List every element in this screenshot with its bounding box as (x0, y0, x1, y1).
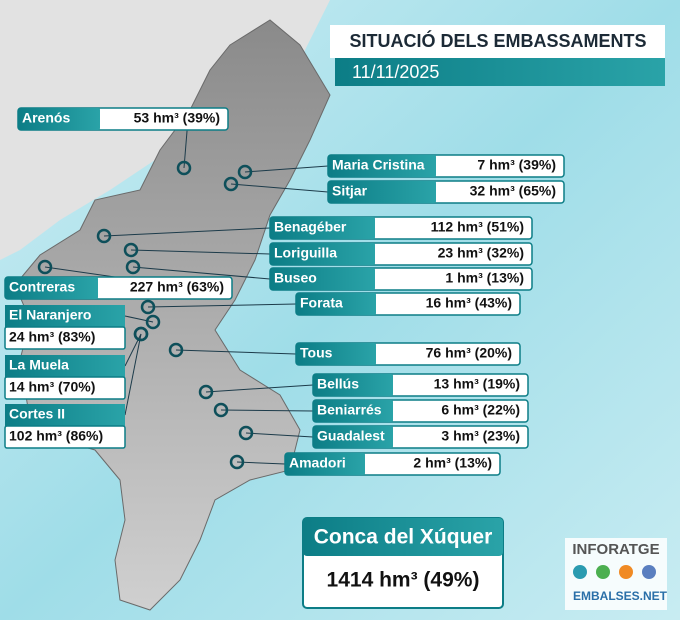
reservoir-value: 227 hm³ (63%) (130, 279, 224, 295)
reservoir-marker (223, 176, 239, 192)
leader-line (220, 409, 314, 412)
leader-line (236, 461, 286, 465)
total-name: Conca del Xúquer (314, 526, 493, 549)
name-box (270, 243, 375, 265)
reservoir-value: 24 hm³ (83%) (9, 329, 95, 345)
reservoir-value: 53 hm³ (39%) (134, 110, 220, 126)
date: 11/11/2025 (352, 62, 439, 82)
reservoir-marker (37, 259, 53, 275)
reservoir-value: 2 hm³ (13%) (413, 455, 492, 471)
leader-line (230, 183, 329, 193)
leader-line (244, 165, 329, 173)
name-box (313, 426, 393, 448)
reservoir-name: Benagéber (274, 219, 347, 235)
value-box (4, 376, 126, 400)
leader-line (205, 384, 314, 393)
logo-brand: INFORATGE (572, 541, 659, 558)
total-value: 1414 hm³ (49%) (327, 569, 480, 592)
leader-line (132, 266, 271, 280)
leader-line (245, 432, 314, 438)
reservoir-value: 6 hm³ (22%) (441, 402, 520, 418)
reservoir-value: 3 hm³ (23%) (441, 428, 520, 444)
reservoir-marker (123, 242, 139, 258)
reservoir-name: Beniarrés (317, 402, 382, 418)
name-box (270, 268, 375, 290)
name-box (5, 404, 125, 426)
reservoir-marker (229, 454, 245, 470)
name-box (328, 155, 436, 177)
leader-line (175, 349, 297, 355)
leader-line (147, 303, 297, 308)
logo-icon (619, 565, 633, 579)
name-box (296, 343, 376, 365)
name-box (270, 217, 375, 239)
reservoir-value: 1 hm³ (13%) (445, 270, 524, 286)
logo-site: EMBALSES.NET (573, 589, 668, 603)
logo-icon (596, 565, 610, 579)
value-box (4, 326, 126, 350)
reservoir-value: 112 hm³ (51%) (431, 219, 524, 235)
reservoir-value: 23 hm³ (32%) (438, 245, 524, 261)
reservoir-name: Amadori (289, 455, 346, 471)
reservoir-name: El Naranjero (9, 307, 91, 323)
name-box (328, 181, 436, 203)
reservoir-marker (198, 384, 214, 400)
total-header (303, 518, 503, 556)
name-box (296, 293, 376, 315)
reservoir-name: Cortes II (9, 406, 65, 422)
reservoir-marker (145, 314, 161, 330)
reservoir-marker (133, 326, 149, 342)
name-box (5, 355, 125, 377)
name-box (5, 305, 125, 327)
reservoir-value: 76 hm³ (20%) (426, 345, 512, 361)
reservoir-name: Maria Cristina (332, 157, 425, 173)
reservoir-name: La Muela (9, 357, 69, 373)
reservoir-name: Arenós (22, 110, 70, 126)
title: SITUACIÓ DELS EMBASSAMENTS (349, 30, 646, 51)
date-box (335, 58, 665, 86)
reservoir-marker (140, 299, 156, 315)
reservoir-name: Loriguilla (274, 245, 337, 261)
reservoir-value: 102 hm³ (86%) (9, 428, 103, 444)
leader-line (103, 227, 271, 237)
reservoir-marker (213, 402, 229, 418)
reservoir-name: Tous (300, 345, 333, 361)
reservoir-name: Forata (300, 295, 343, 311)
reservoir-name: Sitjar (332, 183, 368, 199)
reservoir-value: 32 hm³ (65%) (470, 183, 556, 199)
labels: Arenós 53 hm³ (39%) Maria Cristina 7 hm³ (3… (4, 107, 565, 476)
reservoir-name: Guadalest (317, 428, 385, 444)
reservoir-value: 16 hm³ (43%) (426, 295, 512, 311)
name-box (5, 277, 98, 299)
markers (37, 118, 329, 470)
logo-icon (573, 565, 587, 579)
leader-line (130, 249, 271, 255)
reservoir-value: 13 hm³ (19%) (434, 376, 520, 392)
reservoir-marker (168, 342, 184, 358)
name-box (313, 400, 393, 422)
reservoir-marker (96, 228, 112, 244)
name-box (285, 453, 365, 475)
reservoir-name: Contreras (9, 279, 75, 295)
reservoir-name: Bellús (317, 376, 359, 392)
reservoir-marker (238, 425, 254, 441)
leader-line (124, 333, 142, 416)
value-box (4, 425, 126, 449)
reservoir-marker (176, 160, 192, 176)
name-box (18, 108, 100, 130)
reservoir-marker (237, 164, 253, 180)
reservoir-name: Buseo (274, 270, 317, 286)
logo-icon (642, 565, 656, 579)
reservoir-value: 14 hm³ (70%) (9, 379, 95, 395)
reservoir-marker (125, 259, 141, 275)
reservoir-value: 7 hm³ (39%) (477, 157, 556, 173)
name-box (313, 374, 393, 396)
title-box (330, 25, 665, 58)
